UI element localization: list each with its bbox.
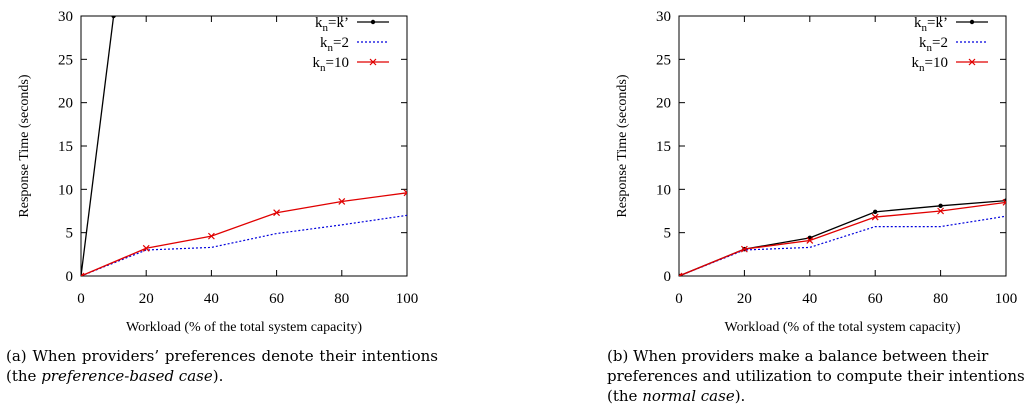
data-point-2-4 (338, 198, 346, 205)
x-tick-label: 20 (139, 291, 154, 307)
legend: kn=k’kn=2kn=10 (313, 15, 389, 74)
data-point-2-2 (806, 237, 814, 244)
y-tick-label: 0 (66, 269, 74, 285)
series-line-1 (81, 214, 407, 276)
series-line-0 (679, 199, 1006, 276)
y-tick-label: 5 (664, 226, 672, 242)
data-point-0-3 (873, 209, 878, 215)
series-line-2 (679, 201, 1006, 276)
x-tick-label: 0 (77, 291, 85, 307)
legend-marker-2 (369, 58, 377, 66)
data-point-2-0 (81, 272, 85, 276)
caption-b-text: When providers make a balance between th… (607, 347, 1025, 405)
data-point-2-5 (1002, 198, 1006, 206)
data-point-2-2 (207, 232, 215, 240)
x-tick-label: 20 (737, 291, 752, 307)
data-point-2-3 (871, 213, 879, 221)
legend-label-0: kn=k’ (315, 15, 349, 34)
y-axis-label: Response Time (seconds) (615, 74, 630, 217)
data-point-2-5 (403, 189, 407, 197)
legend-marker-2 (968, 58, 976, 66)
chart-a: 0 5 10 15 20 25 30 0 20 40 60 80 100 Workload (% of t… (17, 9, 419, 335)
caption-a-emphasis: preference-based case (41, 367, 213, 385)
data-point-0-1 (111, 16, 116, 19)
plot-frame (80, 15, 408, 277)
y-tick-label: 15 (58, 139, 73, 155)
x-tick-label: 80 (334, 291, 349, 307)
x-axis-label: Workload (% of the total system capacity… (126, 320, 362, 335)
y-tick-label: 30 (656, 9, 671, 25)
legend: kn=k’kn=2kn=10 (912, 15, 988, 74)
legend-marker-0 (969, 19, 975, 25)
caption-a: (a) When providers’ preferences denote t… (6, 346, 438, 386)
data-point-2-4 (937, 207, 945, 215)
caption-a-label: (a) (6, 347, 27, 365)
x-tick-label: 60 (868, 291, 883, 307)
caption-b-end: ). (734, 387, 746, 405)
y-tick-label: 20 (58, 96, 73, 112)
legend-label-2: kn=10 (912, 55, 948, 74)
data-point-2-1 (740, 245, 748, 253)
y-tick-label: 0 (664, 269, 672, 285)
x-tick-label: 60 (269, 291, 284, 307)
chart-panel-a: 0 5 10 15 20 25 30 0 20 40 60 80 100 Workload (% of t… (0, 0, 440, 419)
x-tick-label: 40 (204, 291, 219, 307)
y-tick-label: 10 (656, 182, 671, 198)
legend-label-1: kn=2 (320, 35, 349, 54)
series-line-2 (81, 192, 407, 276)
y-tick-label: 25 (656, 52, 671, 68)
chart-panel-b: 0 5 10 15 20 25 30 0 20 40 60 80 100 Workload (% of t… (600, 0, 1034, 419)
series-line-1 (679, 215, 1006, 276)
series-line-0 (81, 16, 115, 276)
x-tick-label: 100 (396, 291, 419, 307)
caption-a-text: When providers’ preferences denote their… (6, 347, 438, 385)
caption-b: (b) When providers make a balance betwee… (607, 346, 1032, 406)
legend-label-0: kn=k’ (914, 15, 948, 34)
y-tick-label: 20 (656, 96, 671, 112)
y-axis-label: Response Time (seconds) (17, 74, 32, 217)
x-tick-label: 100 (995, 291, 1018, 307)
chart-b: 0 5 10 15 20 25 30 0 20 40 60 80 100 Workload (% of t… (615, 9, 1018, 335)
caption-b-label: (b) (607, 347, 629, 365)
legend-marker-0 (370, 19, 376, 25)
data-point-2-0 (679, 272, 683, 276)
y-tick-label: 15 (656, 139, 671, 155)
y-tick-label: 30 (58, 9, 73, 25)
caption-b-emphasis: normal case (642, 387, 735, 405)
x-tick-label: 0 (675, 291, 683, 307)
y-tick-label: 5 (66, 226, 74, 242)
x-axis-label: Workload (% of the total system capacity… (724, 320, 960, 335)
data-point-0-4 (938, 203, 943, 208)
data-point-2-3 (273, 209, 281, 217)
plot-frame (678, 15, 1007, 277)
legend-label-2: kn=10 (313, 55, 349, 74)
y-tick-label: 10 (58, 182, 73, 198)
data-point-2-1 (142, 244, 150, 252)
x-tick-label: 40 (802, 291, 817, 307)
caption-a-end: ). (212, 367, 224, 385)
y-tick-label: 25 (58, 52, 73, 68)
legend-label-1: kn=2 (919, 35, 948, 54)
x-tick-label: 80 (933, 291, 948, 307)
